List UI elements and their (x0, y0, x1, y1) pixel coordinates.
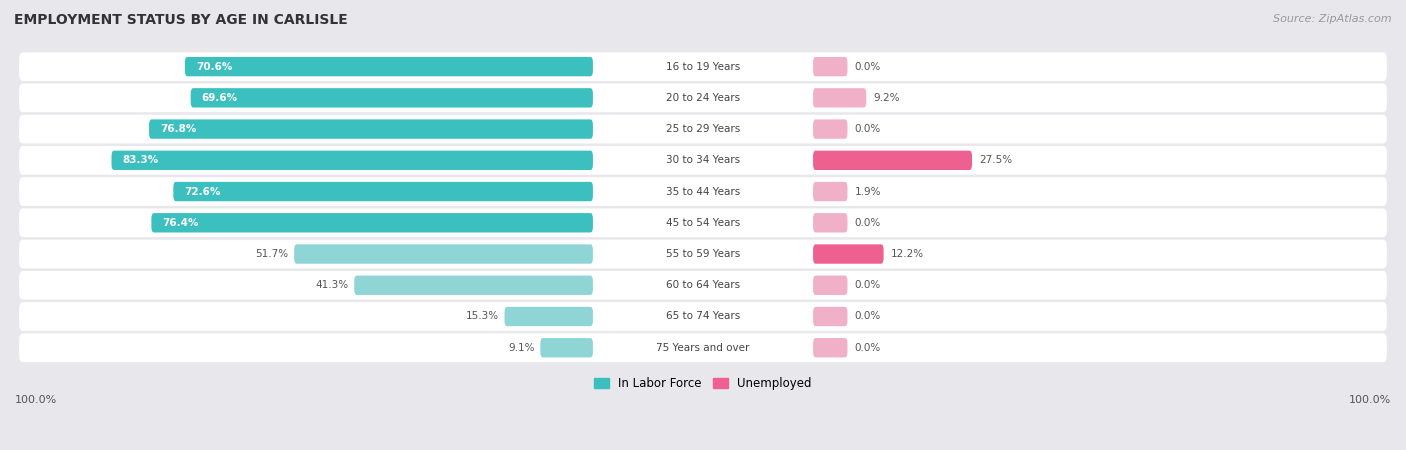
FancyBboxPatch shape (505, 307, 593, 326)
Text: 9.2%: 9.2% (873, 93, 900, 103)
FancyBboxPatch shape (173, 182, 593, 201)
Text: 51.7%: 51.7% (256, 249, 288, 259)
Text: 16 to 19 Years: 16 to 19 Years (666, 62, 740, 72)
FancyBboxPatch shape (20, 240, 1386, 268)
Text: 69.6%: 69.6% (201, 93, 238, 103)
Text: 15.3%: 15.3% (465, 311, 499, 321)
FancyBboxPatch shape (813, 151, 972, 170)
Text: 25 to 29 Years: 25 to 29 Years (666, 124, 740, 134)
FancyBboxPatch shape (149, 119, 593, 139)
Text: 75 Years and over: 75 Years and over (657, 343, 749, 353)
Text: 0.0%: 0.0% (855, 311, 880, 321)
FancyBboxPatch shape (186, 57, 593, 76)
Text: 45 to 54 Years: 45 to 54 Years (666, 218, 740, 228)
FancyBboxPatch shape (294, 244, 593, 264)
FancyBboxPatch shape (813, 338, 848, 357)
FancyBboxPatch shape (111, 151, 593, 170)
Text: 0.0%: 0.0% (855, 218, 880, 228)
FancyBboxPatch shape (813, 57, 848, 76)
Text: 65 to 74 Years: 65 to 74 Years (666, 311, 740, 321)
Text: 70.6%: 70.6% (195, 62, 232, 72)
Text: 76.8%: 76.8% (160, 124, 197, 134)
Text: EMPLOYMENT STATUS BY AGE IN CARLISLE: EMPLOYMENT STATUS BY AGE IN CARLISLE (14, 14, 347, 27)
FancyBboxPatch shape (20, 333, 1386, 362)
FancyBboxPatch shape (20, 52, 1386, 81)
Text: 60 to 64 Years: 60 to 64 Years (666, 280, 740, 290)
Text: Source: ZipAtlas.com: Source: ZipAtlas.com (1274, 14, 1392, 23)
Text: 27.5%: 27.5% (979, 155, 1012, 165)
Text: 83.3%: 83.3% (122, 155, 159, 165)
FancyBboxPatch shape (20, 115, 1386, 144)
FancyBboxPatch shape (20, 208, 1386, 237)
FancyBboxPatch shape (540, 338, 593, 357)
Text: 0.0%: 0.0% (855, 343, 880, 353)
Text: 0.0%: 0.0% (855, 62, 880, 72)
Text: 76.4%: 76.4% (163, 218, 198, 228)
FancyBboxPatch shape (813, 275, 848, 295)
Text: 100.0%: 100.0% (15, 395, 58, 405)
Text: 35 to 44 Years: 35 to 44 Years (666, 187, 740, 197)
Text: 100.0%: 100.0% (1348, 395, 1391, 405)
FancyBboxPatch shape (813, 182, 848, 201)
FancyBboxPatch shape (20, 177, 1386, 206)
Text: 1.9%: 1.9% (855, 187, 882, 197)
FancyBboxPatch shape (813, 307, 848, 326)
FancyBboxPatch shape (813, 88, 866, 108)
FancyBboxPatch shape (20, 146, 1386, 175)
Text: 41.3%: 41.3% (315, 280, 349, 290)
FancyBboxPatch shape (191, 88, 593, 108)
FancyBboxPatch shape (813, 244, 883, 264)
FancyBboxPatch shape (813, 119, 848, 139)
Text: 72.6%: 72.6% (184, 187, 221, 197)
FancyBboxPatch shape (20, 302, 1386, 331)
FancyBboxPatch shape (20, 271, 1386, 300)
Text: 55 to 59 Years: 55 to 59 Years (666, 249, 740, 259)
Text: 20 to 24 Years: 20 to 24 Years (666, 93, 740, 103)
Text: 12.2%: 12.2% (890, 249, 924, 259)
Text: 0.0%: 0.0% (855, 280, 880, 290)
FancyBboxPatch shape (354, 275, 593, 295)
Text: 9.1%: 9.1% (509, 343, 534, 353)
FancyBboxPatch shape (813, 213, 848, 233)
Text: 30 to 34 Years: 30 to 34 Years (666, 155, 740, 165)
Legend: In Labor Force, Unemployed: In Labor Force, Unemployed (589, 373, 817, 395)
FancyBboxPatch shape (152, 213, 593, 233)
FancyBboxPatch shape (20, 84, 1386, 112)
Text: 0.0%: 0.0% (855, 124, 880, 134)
